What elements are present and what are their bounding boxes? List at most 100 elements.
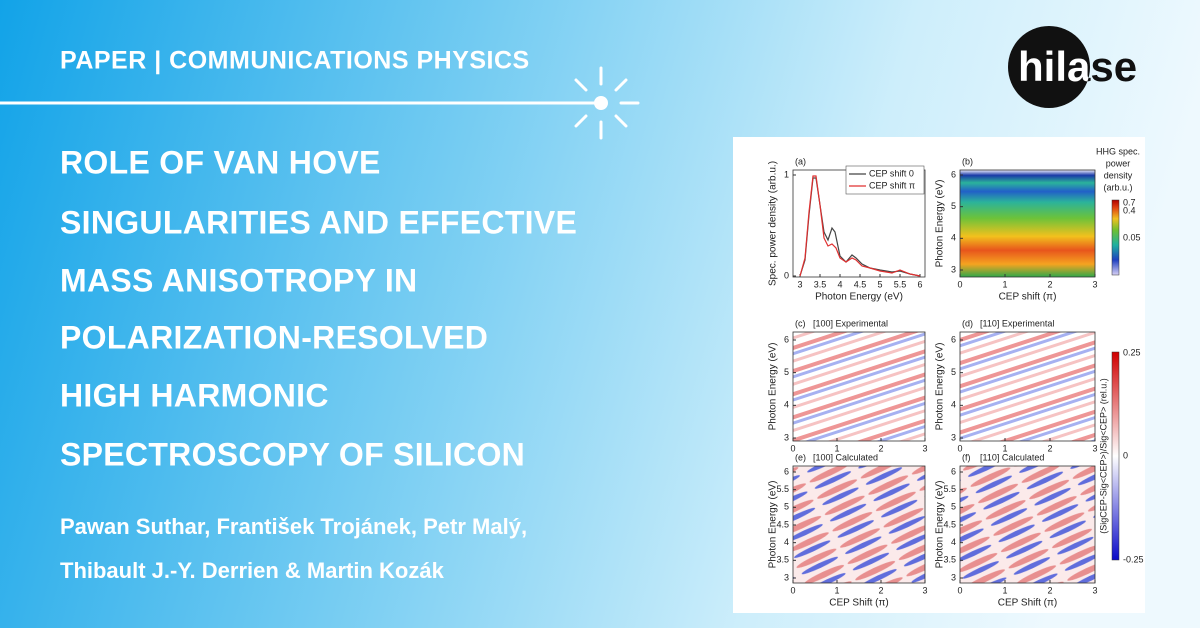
x-tick-label: 4 <box>837 279 842 289</box>
legend-box <box>845 165 925 195</box>
title-line: SPECTROSCOPY OF SILICON <box>60 436 525 472</box>
y-axis-label: Photon Energy (eV) <box>768 481 779 569</box>
y-tick-label: 5 <box>784 502 789 512</box>
y-axis-label: Spec. power density (arb.u.) <box>768 161 779 286</box>
y-tick-label: 6 <box>951 466 956 476</box>
logo-text: hilase <box>1018 43 1137 90</box>
x-tick-label: 2 <box>878 443 883 453</box>
y-tick-label: 6 <box>951 334 956 344</box>
y-tick-label: 5 <box>951 201 956 211</box>
panel-label: (c) <box>795 318 806 328</box>
authors: Pawan Suthar, František Trojánek, Petr M… <box>60 514 527 583</box>
legend-label: CEP shift π <box>869 180 915 190</box>
header-label: PAPER | COMMUNICATIONS PHYSICS <box>60 47 530 75</box>
y-tick-label: 4 <box>951 537 956 547</box>
x-tick-label: 3 <box>1092 585 1097 595</box>
logo-text-inner: hilase <box>1018 43 1137 90</box>
plot-frame <box>792 331 926 442</box>
panel-title: [100] Experimental <box>813 318 888 328</box>
title-line: POLARIZATION-RESOLVED <box>60 319 488 355</box>
x-tick-label: 2 <box>1047 443 1052 453</box>
spectrum-curve <box>799 175 921 277</box>
heatmap <box>960 170 1095 277</box>
colorbar-title: power <box>1106 158 1131 168</box>
x-axis-label: CEP Shift (π) <box>998 598 1058 609</box>
colorbar-title: (arb.u.) <box>1103 182 1132 192</box>
title-line: MASS ANISOTROPY IN <box>60 262 417 298</box>
x-axis-label: CEP shift (π) <box>999 292 1057 303</box>
x-tick-label: 2 <box>1047 279 1052 289</box>
panel-label: (b) <box>962 156 973 166</box>
x-tick-label: 4.5 <box>854 279 867 289</box>
y-tick-label: 4 <box>784 537 789 547</box>
y-axis-label: Photon Energy (eV) <box>935 481 946 569</box>
plot-frame <box>959 331 1096 442</box>
x-tick-label: 5 <box>877 279 882 289</box>
panel-label: (d) <box>962 318 973 328</box>
x-tick-label: 1 <box>1002 279 1007 289</box>
author-line: Thibault J.-Y. Derrien & Martin Kozák <box>60 558 445 583</box>
heatmap <box>960 332 1095 441</box>
x-tick-label: 3.5 <box>814 279 827 289</box>
logo-circle <box>1008 26 1090 108</box>
y-tick-label: 3 <box>784 572 789 582</box>
y-tick-label: 3.5 <box>943 555 956 565</box>
x-tick-label: 3 <box>1092 443 1097 453</box>
x-tick-label: 5.5 <box>894 279 907 289</box>
y-tick-label: 4 <box>951 233 956 243</box>
x-tick-label: 3 <box>797 279 802 289</box>
x-tick-label: 0 <box>957 279 962 289</box>
x-tick-label: 1 <box>1002 585 1007 595</box>
y-tick-label: 3 <box>951 432 956 442</box>
y-tick-label: 4.5 <box>943 519 956 529</box>
panel-label: (e) <box>795 452 806 462</box>
title-line: HIGH HARMONIC <box>60 377 329 413</box>
y-tick-label: 5 <box>951 502 956 512</box>
y-tick-label: 3.5 <box>776 555 789 565</box>
panel-title: [110] Calculated <box>980 452 1044 462</box>
x-axis-label: Photon Energy (eV) <box>815 292 903 303</box>
y-tick-label: 1 <box>784 169 789 179</box>
x-tick-label: 1 <box>834 585 839 595</box>
y-axis-label: Photon Energy (eV) <box>768 343 779 431</box>
x-tick-label: 1 <box>1002 443 1007 453</box>
y-tick-label: 6 <box>784 466 789 476</box>
panel-label: (a) <box>795 156 806 166</box>
y-tick-label: 3 <box>784 432 789 442</box>
x-tick-label: 2 <box>1047 585 1052 595</box>
heatmap <box>793 332 925 441</box>
y-tick-label: 5 <box>784 367 789 377</box>
colorbar-title: density <box>1104 170 1133 180</box>
colorbar-tick: 0.25 <box>1123 347 1141 357</box>
colorbar-tick: 0.05 <box>1123 232 1141 242</box>
y-tick-label: 4.5 <box>776 519 789 529</box>
x-tick-label: 6 <box>917 279 922 289</box>
colorbar <box>1111 351 1120 561</box>
y-tick-label: 6 <box>784 334 789 344</box>
colorbar-title: HHG spec. <box>1096 146 1140 156</box>
figure: (a) 3 3.5 4 4.5 5 5.5 6 0 1 Photon Energy (eV) Spec… <box>768 146 1144 608</box>
colorbar-tick: 0.4 <box>1123 205 1136 215</box>
colorbar-tick: -0.25 <box>1123 554 1144 564</box>
x-tick-label: 0 <box>957 443 962 453</box>
panel-title: [100] Calculated <box>813 452 878 462</box>
y-tick-label: 3 <box>951 264 956 274</box>
colorbar <box>1111 199 1120 276</box>
colorbar-tick: 0 <box>1123 450 1128 460</box>
y-axis-label: Photon Energy (eV) <box>935 343 946 431</box>
y-tick-label: 5.5 <box>776 484 789 494</box>
x-tick-label: 0 <box>790 443 795 453</box>
x-tick-label: 3 <box>922 443 927 453</box>
panel-label: (f) <box>962 452 971 462</box>
colorbar-tick: 0.7 <box>1123 197 1136 207</box>
y-tick-label: 0 <box>784 270 789 280</box>
y-tick-label: 5.5 <box>943 484 956 494</box>
sparkle-icon <box>574 66 640 140</box>
x-tick-label: 0 <box>790 585 795 595</box>
y-tick-label: 3 <box>951 572 956 582</box>
logo: hilase hilase <box>1008 26 1137 108</box>
x-tick-label: 3 <box>1092 279 1097 289</box>
panel-title: [110] Experimental <box>980 318 1054 328</box>
y-tick-label: 4 <box>951 400 956 410</box>
